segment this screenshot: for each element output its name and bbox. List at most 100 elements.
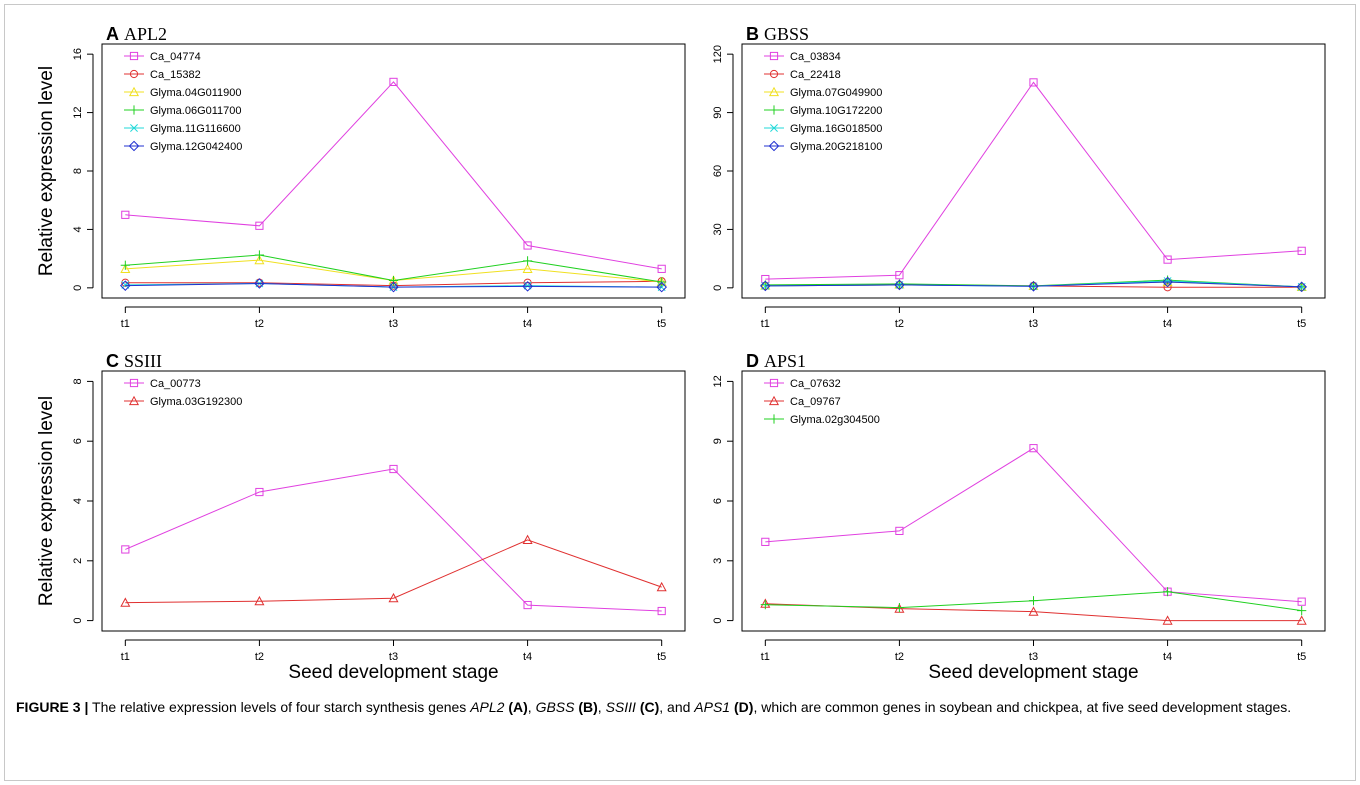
panel-b-x-tick-label-4: t5 — [1297, 318, 1306, 330]
panel-b-x-tick-label-0: t1 — [761, 318, 770, 330]
panel-d-series-1-point-4 — [1296, 615, 1307, 625]
panel-c-y-axis-title: Relative expression level — [36, 396, 57, 606]
panel-d-y-tick-label-4: 12 — [712, 375, 724, 387]
panel-b: B GBSS 0 30 60 90 120 t1 t2 t3 t4 t5 Ca_03834 Ca_2241… — [712, 24, 1326, 330]
panel-d-legend-label-0: Ca_07632 — [790, 378, 841, 390]
panel-d-series-0-point-4 — [1297, 597, 1306, 606]
panel-d-series-2-point-2 — [1028, 596, 1039, 606]
panel-d-legend-marker-1 — [768, 395, 780, 406]
panel-a-series-3-point-3 — [522, 256, 533, 266]
panel-a-legend-marker-3 — [129, 105, 139, 115]
panel-c-series-0-point-1 — [255, 487, 264, 497]
panel-b-legend-label-5: Glyma.20G218100 — [790, 141, 882, 153]
panel-b-legend-label-2: Glyma.07G049900 — [790, 87, 882, 99]
figure-charts: A APL2 0 4 8 12 16 t1 t2 t3 t4 t5 Relative expressio… — [36, 24, 1326, 683]
panel-a-heading: A APL2 — [106, 24, 167, 44]
figure-caption: FIGURE 3 | The relative expression level… — [16, 697, 1336, 718]
panel-b-legend-marker-2 — [768, 86, 780, 97]
panel-b-series-0-point-3 — [1163, 255, 1172, 264]
panel-c: C SSIII 0 2 4 6 8 t1 t2 t3 t4 t5 Relative expression… — [36, 351, 686, 683]
panel-b-legend-label-4: Glyma.16G018500 — [790, 123, 882, 135]
panel-c-letter: C — [106, 351, 119, 371]
panel-d-legend-label-2: Glyma.02g304500 — [790, 414, 880, 426]
panel-b-y-tick-label-2: 60 — [712, 165, 724, 177]
panel-d-x-tick-label-1: t2 — [895, 651, 904, 663]
panel-c-gene-name: SSIII — [124, 351, 162, 371]
panel-b-legend-label-1: Ca_22418 — [790, 69, 841, 81]
panel-d-series-2-point-0 — [760, 600, 770, 610]
panel-c-series-1-point-1 — [254, 595, 265, 606]
caption-gene-d: APS1 — [694, 699, 731, 715]
panel-d-series-2-point-3 — [1162, 587, 1173, 597]
caption-gene-b: GBSS — [535, 699, 575, 715]
panel-a-series-0-point-1 — [255, 221, 264, 230]
caption-ref-a: (A) — [508, 699, 528, 715]
panel-d-series-2-point-4 — [1297, 606, 1307, 616]
panel-c-series-0 — [121, 464, 666, 616]
panel-b-series-5-point-0 — [760, 280, 771, 292]
panel-a-x-tick-label-0: t1 — [121, 318, 130, 330]
panel-a-x-tick-label-2: t3 — [389, 318, 398, 330]
panel-d-gene-name: APS1 — [764, 351, 806, 371]
panel-d-legend: Ca_07632 Ca_09767 Glyma.02g304500 — [764, 378, 880, 426]
panel-a-legend-label-5: Glyma.12G042400 — [150, 141, 242, 153]
panel-a-x-tick-label-3: t4 — [523, 318, 532, 330]
panel-a-legend-marker-0 — [129, 51, 139, 61]
panel-a-y-tick-label-1: 4 — [72, 226, 84, 232]
panel-a-series-0-point-4 — [657, 264, 666, 273]
panel-c-x-tick-label-4: t5 — [657, 651, 666, 663]
panel-c-series-0-line — [125, 468, 662, 612]
panel-d-y-tick-label-2: 6 — [712, 498, 724, 504]
panel-b-letter: B — [746, 24, 759, 44]
caption-text-2: , which are common genes in soybean and … — [753, 699, 1292, 715]
panel-c-series-1-point-2 — [388, 592, 399, 603]
panel-c-x-tick-label-3: t4 — [523, 651, 532, 663]
panel-a-series-3 — [120, 250, 667, 287]
panel-d-letter: D — [746, 351, 759, 371]
panel-a-legend-marker-1 — [129, 69, 139, 79]
panel-b-series-5-point-2 — [1028, 280, 1039, 292]
panel-b-plot-box — [741, 43, 1326, 299]
panel-b-series-5-point-4 — [1296, 281, 1307, 293]
panel-a-series-5-point-0 — [120, 280, 131, 291]
panel-c-y-tick-label-2: 4 — [72, 498, 84, 504]
panel-c-series-0-point-3 — [523, 600, 532, 610]
panel-b-x-tick-label-2: t3 — [1029, 318, 1038, 330]
panel-b-legend-marker-0 — [769, 51, 779, 61]
panel-c-legend-marker-1 — [128, 395, 140, 406]
panel-a-legend-marker-4 — [130, 124, 138, 132]
panel-d-series-0-point-2 — [1029, 444, 1038, 453]
panel-d-series-2-point-1 — [894, 603, 905, 613]
figure-frame — [4, 4, 1356, 781]
panel-d-x-tick-label-4: t5 — [1297, 651, 1306, 663]
panel-d-legend-marker-2 — [769, 414, 779, 424]
panel-b-series-4-point-3 — [1163, 277, 1172, 285]
panel-a-series-5 — [120, 278, 667, 293]
panel-c-y-tick-label-3: 6 — [72, 438, 84, 444]
panel-d-series-0 — [761, 444, 1306, 606]
caption-ref-b: (B) — [578, 699, 598, 715]
panel-c-series-1-line — [125, 539, 662, 604]
panel-b-series-5-line — [765, 281, 1302, 288]
panel-d-series-1-point-3 — [1162, 615, 1173, 625]
panel-d-x-tick-label-2: t3 — [1029, 651, 1038, 663]
panel-b-legend-marker-1 — [769, 69, 779, 79]
panel-c-plot-box — [101, 370, 686, 632]
panel-c-series-0-point-4 — [657, 606, 666, 616]
panel-a-series-1-line — [125, 280, 662, 287]
panel-c-series-0-point-0 — [121, 545, 130, 554]
panel-a-x-tick-label-1: t2 — [255, 318, 264, 330]
panel-c-legend-label-0: Ca_00773 — [150, 378, 201, 390]
panel-d-y-tick-label-3: 9 — [712, 438, 724, 444]
panel-a-series-5-point-3 — [522, 281, 533, 292]
panel-a-y-tick-label-2: 8 — [72, 168, 84, 174]
panel-c-x-tick-label-2: t3 — [389, 651, 398, 663]
panel-c-heading: C SSIII — [106, 351, 162, 371]
panel-a-series-0-point-3 — [523, 241, 532, 250]
panel-a-series-3-point-2 — [388, 275, 399, 286]
panel-d-plot-box — [741, 370, 1326, 632]
panel-a-series-2-point-1 — [254, 254, 265, 265]
caption-label: FIGURE 3 | — [16, 699, 89, 715]
panel-b-legend: Ca_03834 Ca_22418 Glyma.07G049900 Glyma.10G… — [764, 51, 882, 153]
panel-c-y-tick-label-4: 8 — [72, 378, 84, 384]
